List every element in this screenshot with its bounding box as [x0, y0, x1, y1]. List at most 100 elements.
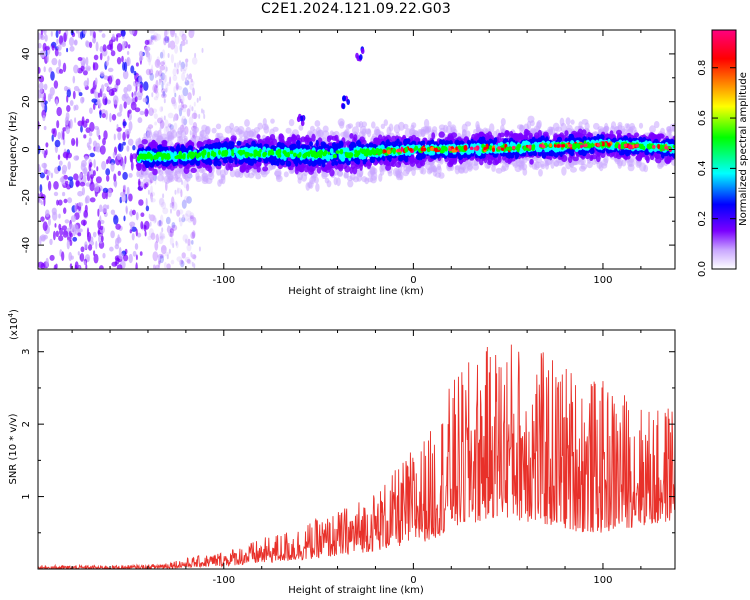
- ridge-cell: [378, 173, 383, 182]
- noise-cell: [53, 80, 59, 89]
- noise-cell: [58, 160, 63, 166]
- noise-cell: [180, 66, 183, 72]
- noise-cell: [170, 53, 174, 64]
- noise-cell: [106, 44, 113, 50]
- noise-cell: [179, 98, 183, 103]
- ridge-cell: [262, 118, 267, 126]
- noise-cell: [46, 174, 49, 181]
- ridge-cell: [644, 156, 650, 161]
- noise-cell: [149, 191, 156, 197]
- ridge-cell: [211, 127, 217, 134]
- noise-cell: [54, 139, 61, 148]
- ridge-cell: [487, 160, 493, 166]
- noise-cell: [49, 238, 53, 246]
- noise-cell: [55, 230, 59, 237]
- noise-cell: [68, 37, 75, 47]
- noise-cell: [43, 125, 47, 131]
- noise-cell: [77, 251, 80, 256]
- noise-cell: [95, 240, 98, 250]
- noise-cell: [154, 73, 157, 79]
- noise-cell: [201, 108, 203, 114]
- noise-cell: [98, 135, 101, 140]
- noise-cell: [45, 142, 49, 148]
- noise-cell: [186, 258, 191, 264]
- noise-cell: [174, 62, 176, 68]
- noise-cell: [128, 193, 133, 202]
- noise-cell: [82, 168, 87, 175]
- noise-cell: [98, 204, 103, 213]
- ridge-cell: [561, 166, 567, 176]
- noise-cell: [189, 130, 192, 136]
- noise-cell: [58, 68, 64, 74]
- noise-cell: [50, 172, 54, 179]
- noise-cell: [93, 62, 99, 71]
- ridge-cell: [523, 128, 529, 137]
- noise-cell: [95, 41, 99, 52]
- noise-cell: [190, 231, 195, 240]
- noise-cell: [89, 107, 93, 114]
- noise-cell: [64, 219, 70, 224]
- ridge-cell: [621, 159, 627, 167]
- noise-cell: [39, 93, 44, 99]
- noise-cell: [62, 130, 65, 140]
- ridge-cell: [246, 130, 255, 138]
- ridge-cell: [438, 139, 443, 145]
- noise-cell: [100, 84, 105, 93]
- ridge-cell: [570, 119, 575, 125]
- noise-cell: [170, 208, 172, 214]
- noise-cell: [137, 117, 143, 124]
- ridge-cell: [581, 129, 587, 137]
- noise-cell: [132, 145, 136, 151]
- ridge-cell: [365, 128, 371, 135]
- noise-cell: [61, 170, 67, 175]
- noise-cell: [105, 168, 111, 176]
- noise-cell: [45, 149, 48, 156]
- noise-cell: [198, 113, 201, 119]
- ridge-cell: [244, 119, 250, 127]
- ridge-cell: [410, 124, 415, 132]
- noise-cell: [109, 246, 114, 252]
- noise-cell: [94, 77, 98, 86]
- noise-cell: [99, 145, 106, 155]
- ridge-cell: [256, 134, 261, 140]
- noise-cell: [74, 261, 79, 269]
- noise-cell: [181, 122, 187, 130]
- noise-cell: [58, 35, 64, 45]
- noise-cell: [199, 96, 201, 101]
- noise-cell: [172, 68, 177, 76]
- noise-cell: [93, 253, 99, 264]
- ridge-cell: [643, 164, 649, 173]
- ridge-cell: [402, 123, 409, 130]
- noise-cell: [176, 256, 183, 262]
- noise-cell: [77, 88, 81, 94]
- noise-cell: [175, 84, 180, 90]
- noise-cell: [153, 85, 159, 94]
- noise-cell: [179, 30, 184, 37]
- noise-cell: [149, 40, 155, 46]
- noise-cell: [79, 181, 86, 187]
- ridge-cell: [421, 167, 427, 175]
- ridge-cell: [308, 160, 312, 167]
- ridge-cell: [634, 132, 640, 138]
- noise-cell: [138, 199, 144, 206]
- noise-cell: [191, 112, 198, 120]
- ridge-cell: [309, 141, 313, 147]
- noise-cell: [158, 197, 164, 206]
- noise-cell: [69, 100, 74, 106]
- noise-cell: [91, 98, 98, 103]
- noise-cell: [112, 33, 115, 40]
- noise-cell: [101, 33, 106, 38]
- ridge-cell: [320, 141, 326, 147]
- noise-cell: [158, 74, 165, 83]
- noise-cell: [67, 197, 73, 204]
- noise-cell: [101, 160, 107, 170]
- ridge-cell: [227, 156, 232, 162]
- noise-cell: [89, 41, 93, 49]
- noise-cell: [178, 217, 181, 223]
- noise-cell: [56, 199, 59, 206]
- noise-cell: [155, 264, 160, 269]
- ridge-cell: [396, 138, 400, 144]
- noise-cell: [144, 220, 150, 230]
- noise-cell: [85, 40, 89, 47]
